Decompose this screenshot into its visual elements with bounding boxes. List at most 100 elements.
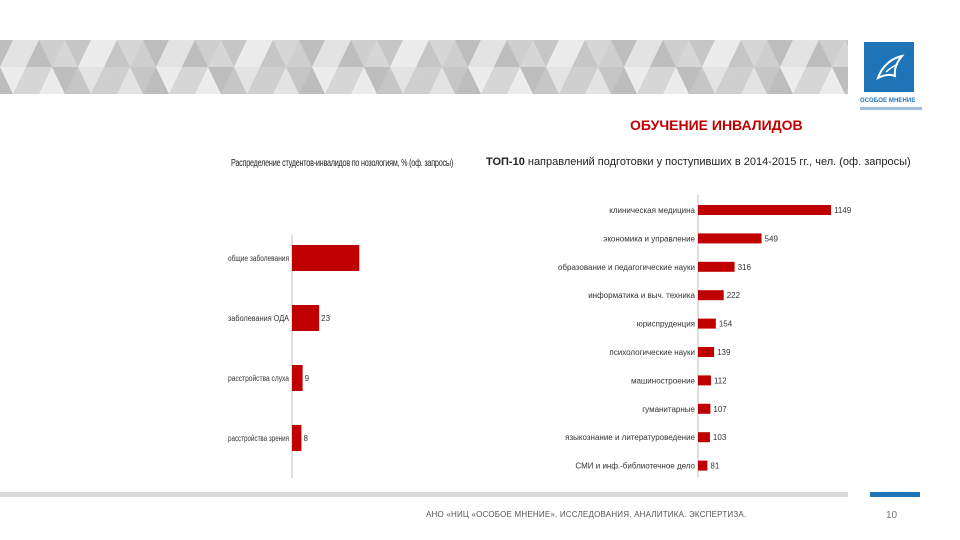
footer-accent bbox=[870, 492, 920, 497]
banner-triangle bbox=[468, 40, 494, 67]
right-chart-title-rest: направлений подготовки у поступивших в 2… bbox=[524, 156, 911, 168]
banner-triangle bbox=[416, 40, 442, 67]
header-banner bbox=[0, 40, 848, 94]
banner-triangle bbox=[481, 40, 507, 67]
banner-triangle bbox=[728, 40, 754, 67]
banner-triangle bbox=[780, 40, 806, 67]
right-chart-category-label: СМИ и инф.-библиотечное дело bbox=[575, 462, 695, 471]
banner-triangle bbox=[130, 40, 156, 67]
banner-triangle bbox=[234, 67, 260, 94]
left-chart-title: Распределение студентов-инвалидов по ноз… bbox=[231, 158, 454, 169]
banner-triangle bbox=[689, 40, 715, 67]
banner-triangle bbox=[598, 40, 624, 67]
banner-triangle bbox=[754, 67, 780, 94]
banner-triangle bbox=[13, 67, 39, 94]
banner-triangle bbox=[494, 40, 520, 67]
banner-triangle bbox=[299, 67, 325, 94]
banner-triangle bbox=[182, 40, 208, 67]
banner-triangle bbox=[403, 40, 429, 67]
banner-triangle bbox=[468, 67, 494, 94]
left-chart-bar bbox=[292, 245, 360, 271]
banner-triangle bbox=[260, 67, 286, 94]
banner-triangle bbox=[663, 67, 689, 94]
banner-triangle bbox=[442, 40, 468, 67]
banner-triangle bbox=[741, 67, 767, 94]
left-chart-category-label: расстройства слуха bbox=[228, 374, 289, 383]
banner-triangle bbox=[351, 67, 377, 94]
banner-triangle bbox=[598, 67, 624, 94]
banner-triangle bbox=[507, 40, 533, 67]
banner-triangle bbox=[767, 40, 793, 67]
left-chart-value-label: 23 bbox=[321, 314, 330, 323]
slide-title: ОБУЧЕНИЕ ИНВАЛИДОВ bbox=[630, 117, 803, 133]
banner-triangle bbox=[52, 40, 78, 67]
banner-triangle bbox=[260, 40, 286, 67]
banner-triangle bbox=[247, 67, 273, 94]
right-chart-category-label: образование и педагогические науки bbox=[558, 263, 695, 272]
left-chart-value-label: 8 bbox=[303, 434, 308, 443]
right-chart-bar bbox=[698, 460, 708, 471]
banner-triangle bbox=[429, 67, 455, 94]
banner-triangle bbox=[182, 67, 208, 94]
banner-triangle bbox=[221, 67, 247, 94]
right-chart-bar bbox=[698, 233, 762, 244]
banner-triangle bbox=[728, 67, 754, 94]
banner-triangle bbox=[585, 40, 611, 67]
right-chart-bar bbox=[698, 347, 715, 357]
right-chart-value-label: 139 bbox=[717, 348, 731, 357]
right-chart-bar bbox=[698, 261, 735, 272]
banner-triangle bbox=[585, 67, 611, 94]
banner-triangle bbox=[650, 40, 676, 67]
right-chart-bar bbox=[698, 403, 711, 414]
right-chart-value-label: 316 bbox=[738, 263, 752, 272]
right-chart-value-label: 1149 bbox=[834, 206, 852, 215]
banner-triangle bbox=[676, 40, 702, 67]
banner-triangle bbox=[442, 67, 468, 94]
banner-triangle bbox=[338, 67, 364, 94]
banner-triangle bbox=[299, 40, 325, 67]
banner-triangle bbox=[169, 67, 195, 94]
logo-subline bbox=[860, 107, 922, 110]
page-number: 10 bbox=[886, 510, 898, 521]
right-chart-value-label: 112 bbox=[714, 376, 727, 385]
banner-triangle bbox=[481, 67, 507, 94]
banner-triangle bbox=[559, 40, 585, 67]
right-chart-bar bbox=[698, 375, 711, 386]
banner-triangle bbox=[572, 40, 598, 67]
banner-triangle bbox=[169, 40, 195, 67]
left-chart-category-label: общие заболевания bbox=[228, 254, 289, 263]
banner-triangle bbox=[650, 67, 676, 94]
banner-triangle bbox=[91, 67, 117, 94]
banner-pattern bbox=[0, 40, 848, 94]
right-chart-bar bbox=[698, 290, 724, 301]
banner-triangle bbox=[494, 67, 520, 94]
banner-triangle bbox=[351, 40, 377, 67]
left-chart-category-label: заболевания ОДА bbox=[228, 314, 290, 323]
banner-triangle bbox=[13, 40, 39, 67]
banner-triangle bbox=[26, 40, 52, 67]
right-chart-bar bbox=[698, 432, 710, 443]
right-chart-value-label: 107 bbox=[713, 405, 727, 414]
banner-triangle bbox=[221, 40, 247, 67]
banner-triangle bbox=[637, 67, 663, 94]
left-chart-category-label: расстройства зрения bbox=[228, 434, 289, 443]
banner-triangle bbox=[546, 40, 572, 67]
banner-triangle bbox=[624, 40, 650, 67]
banner-triangle bbox=[104, 67, 130, 94]
banner-triangle bbox=[455, 67, 481, 94]
banner-triangle bbox=[715, 40, 741, 67]
footer-text: АНО «НИЦ «ОСОБОЕ МНЕНИЕ». ИССЛЕДОВАНИЯ. … bbox=[426, 510, 747, 519]
banner-triangle bbox=[780, 67, 806, 94]
banner-triangle bbox=[364, 40, 390, 67]
banner-triangle bbox=[195, 67, 221, 94]
banner-triangle bbox=[793, 67, 819, 94]
banner-triangle bbox=[65, 40, 91, 67]
banner-triangle bbox=[312, 67, 338, 94]
banner-triangle bbox=[156, 40, 182, 67]
banner-triangle bbox=[702, 67, 728, 94]
banner-triangle bbox=[52, 67, 78, 94]
banner-triangle bbox=[546, 67, 572, 94]
banner-triangle bbox=[273, 40, 299, 67]
banner-triangle bbox=[676, 67, 702, 94]
right-chart-value-label: 154 bbox=[719, 320, 733, 329]
